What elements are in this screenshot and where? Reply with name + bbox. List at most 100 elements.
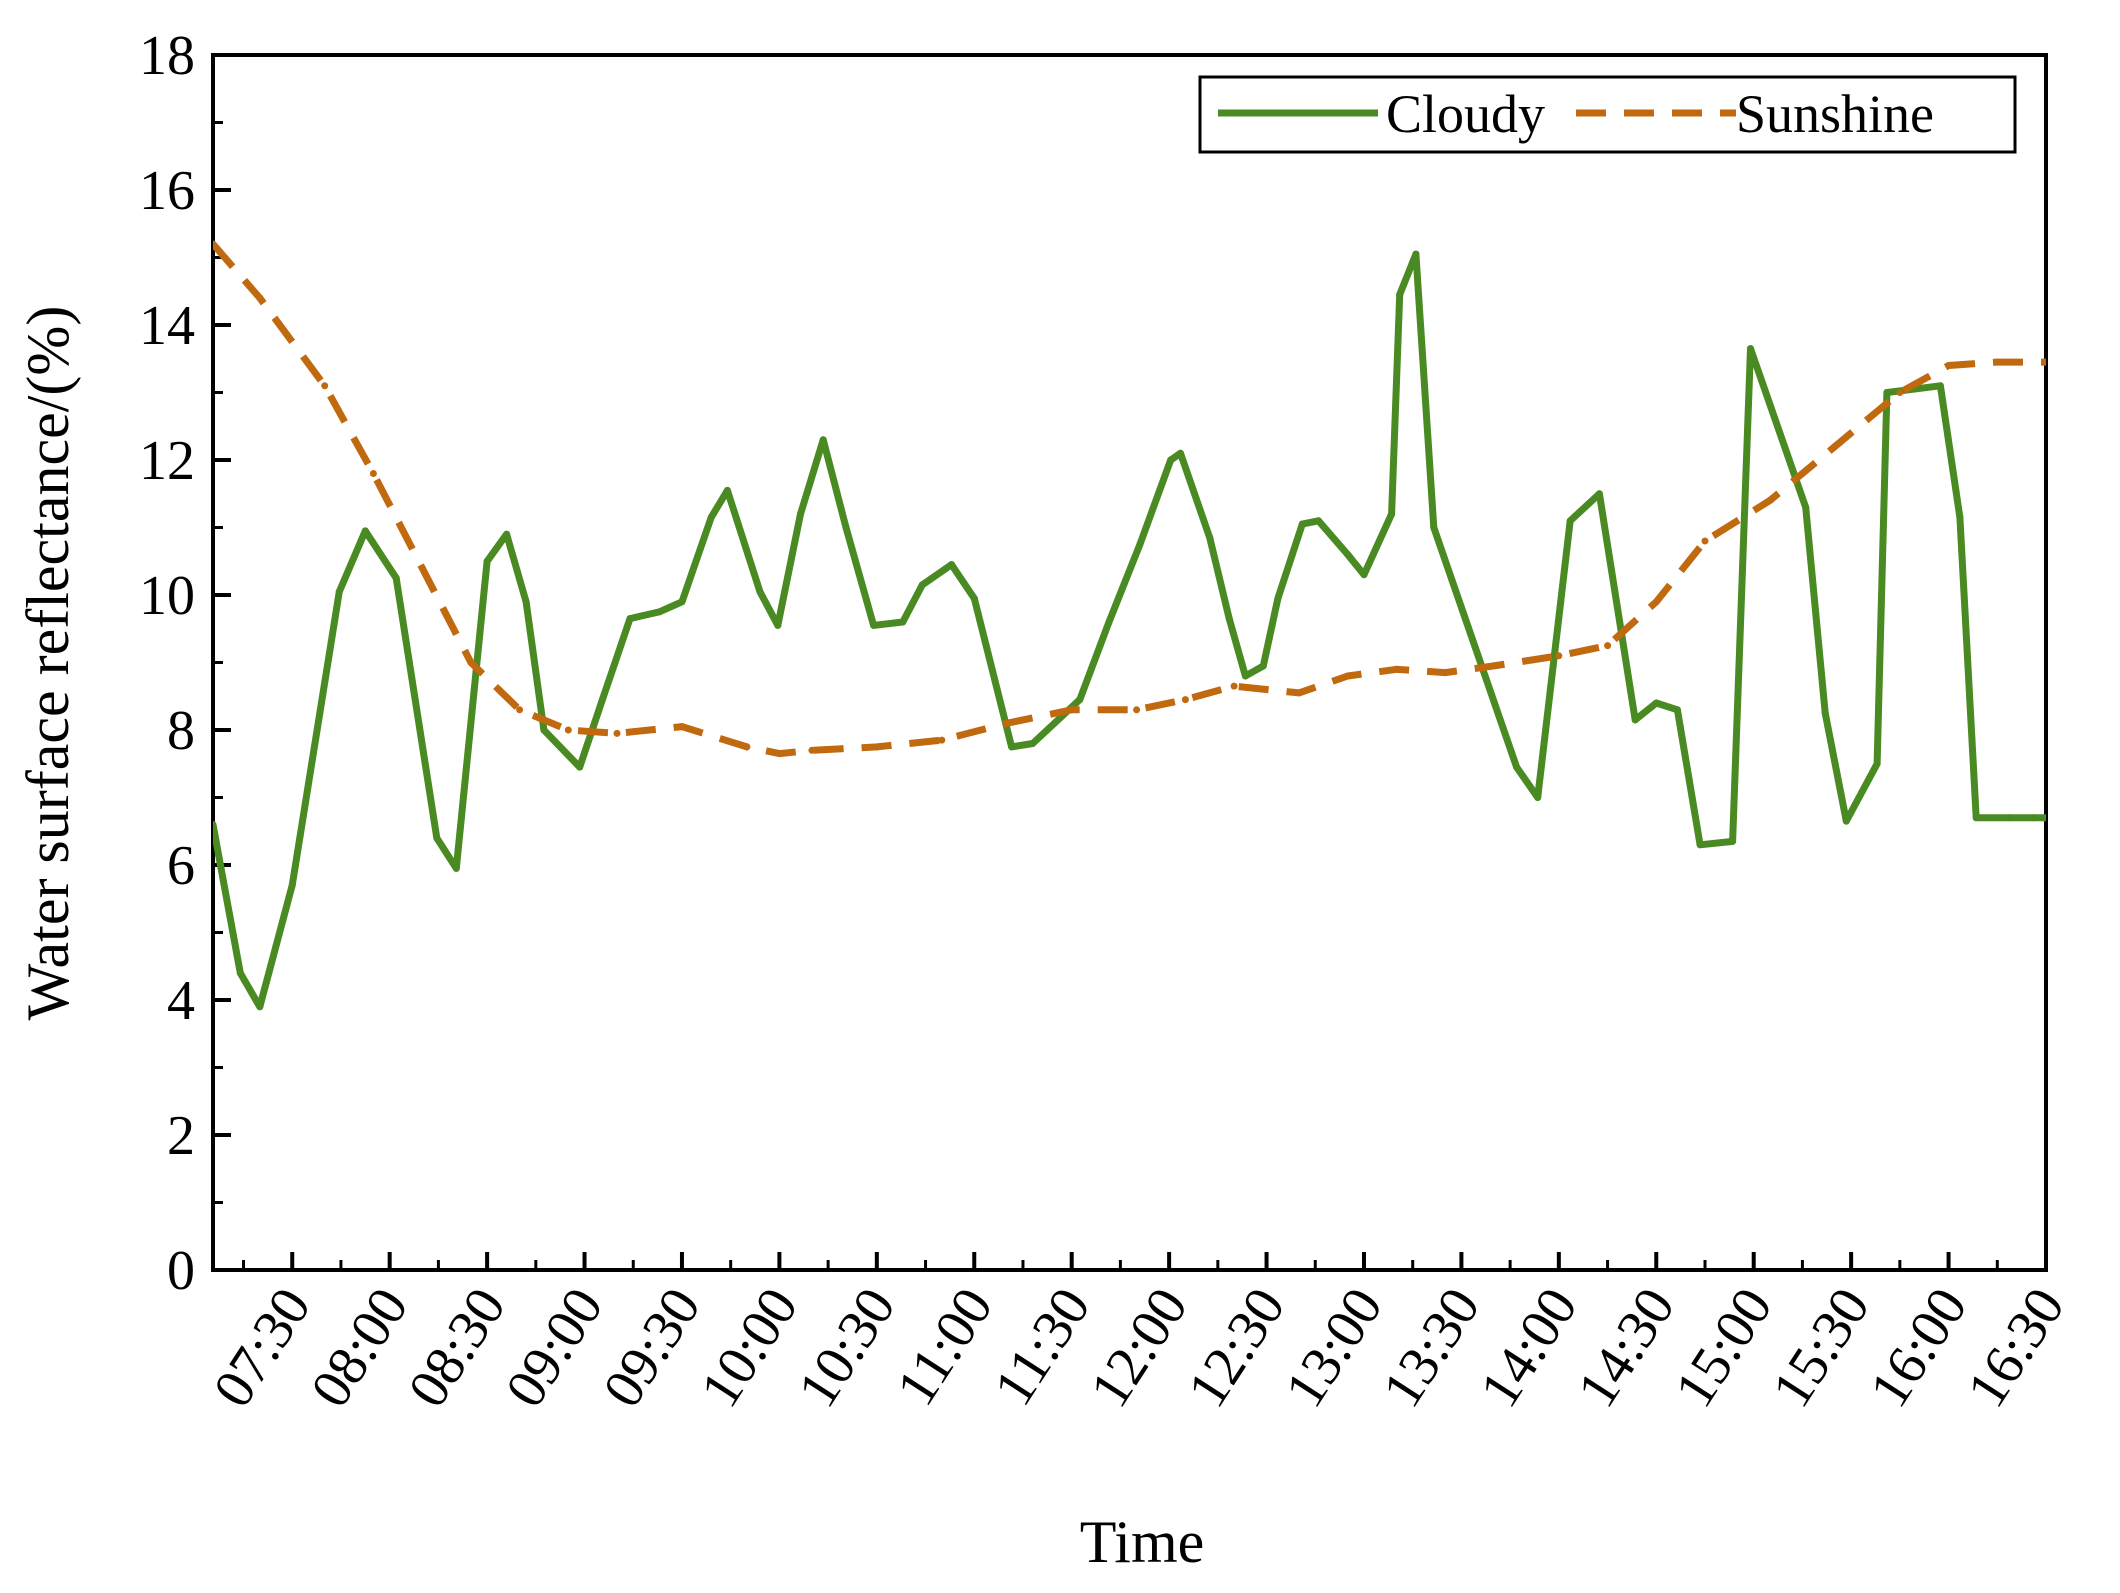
point-cloudy-15: [626, 615, 634, 623]
point-cloudy-69: [2029, 814, 2037, 822]
point-sunshine-17: [1133, 706, 1141, 714]
point-sunshine-2: [321, 382, 329, 390]
point-cloudy-32: [1076, 696, 1084, 704]
x-tick-label-12:30: 12:30: [1176, 1277, 1297, 1418]
x-tick-label-07:30: 07:30: [202, 1277, 323, 1418]
y-tick-label-2: 2: [167, 1105, 195, 1167]
point-sunshine-25: [1555, 652, 1563, 660]
point-cloudy-38: [1225, 615, 1233, 623]
point-cloudy-19: [723, 486, 731, 494]
point-cloudy-8: [452, 864, 460, 872]
point-sunshine-24: [1490, 662, 1498, 670]
point-cloudy-36: [1177, 449, 1184, 457]
point-sunshine-33: [1993, 358, 2001, 366]
point-sunshine-1: [256, 294, 264, 302]
point-cloudy-21: [774, 621, 782, 629]
point-cloudy-53: [1595, 490, 1603, 498]
point-cloudy-31: [1029, 740, 1037, 747]
x-tick-label-08:30: 08:30: [397, 1277, 518, 1418]
point-sunshine-32: [1945, 362, 1953, 369]
point-sunshine-6: [516, 706, 524, 714]
point-cloudy-2: [256, 1003, 264, 1011]
point-sunshine-28: [1701, 537, 1709, 545]
point-cloudy-16: [655, 608, 663, 616]
y-tick-label-12: 12: [139, 430, 195, 492]
x-tick-label-13:30: 13:30: [1371, 1277, 1492, 1418]
minor-ticks: [213, 121, 1999, 1270]
point-sunshine-3: [369, 470, 377, 477]
point-sunshine-26: [1604, 642, 1612, 650]
point-cloudy-51: [1534, 794, 1542, 801]
point-sunshine-18: [1181, 696, 1189, 704]
point-cloudy-6: [392, 574, 400, 582]
x-axis: 07:3008:0008:3009:0009:3010:0010:3011:00…: [202, 1252, 2077, 1418]
point-sunshine-13: [873, 743, 881, 751]
point-cloudy-5: [361, 527, 369, 535]
point-cloudy-12: [540, 726, 548, 734]
legend-label-sunshine: Sunshine: [1736, 84, 1934, 144]
point-cloudy-70: [2042, 814, 2046, 822]
x-tick-label-11:00: 11:00: [885, 1277, 1005, 1416]
point-sunshine-19: [1230, 682, 1238, 690]
x-tick-label-15:30: 15:30: [1761, 1277, 1882, 1418]
point-cloudy-52: [1566, 517, 1574, 525]
point-cloudy-17: [678, 598, 686, 606]
point-sunshine-5: [467, 659, 475, 666]
point-cloudy-48: [1412, 250, 1420, 258]
point-cloudy-62: [1842, 817, 1850, 825]
point-sunshine-14: [938, 736, 946, 744]
series-line-sunshine: [213, 241, 2046, 758]
point-cloudy-4: [335, 588, 343, 596]
x-tick-label-10:00: 10:00: [689, 1277, 810, 1418]
x-tick-label-14:00: 14:00: [1468, 1277, 1589, 1418]
point-cloudy-65: [1936, 382, 1944, 390]
point-cloudy-40: [1259, 662, 1267, 670]
y-tick-label-4: 4: [167, 970, 195, 1032]
point-cloudy-10: [503, 530, 511, 538]
point-cloudy-55: [1652, 699, 1660, 707]
y-tick-label-14: 14: [139, 295, 195, 357]
point-cloudy-41: [1274, 594, 1282, 602]
point-cloudy-29: [970, 594, 978, 602]
point-cloudy-9: [483, 557, 491, 565]
point-cloudy-49: [1430, 524, 1438, 531]
x-tick-label-16:00: 16:00: [1858, 1277, 1979, 1418]
series-sunshine: [213, 240, 2046, 758]
point-sunshine-20: [1295, 689, 1303, 697]
point-cloudy-43: [1315, 517, 1322, 525]
series-cloudy: [213, 250, 2046, 1011]
y-tick-label-18: 18: [139, 25, 195, 87]
point-sunshine-12: [808, 746, 816, 754]
y-tick-label-10: 10: [139, 565, 195, 627]
point-sunshine-7: [564, 726, 572, 734]
point-cloudy-14: [598, 696, 606, 704]
point-cloudy-37: [1206, 534, 1214, 542]
x-tick-label-12:00: 12:00: [1079, 1277, 1200, 1418]
point-cloudy-3: [288, 881, 296, 889]
x-axis-title: Time: [1080, 1509, 1205, 1575]
x-tick-label-14:30: 14:30: [1566, 1277, 1687, 1418]
point-cloudy-67: [1972, 814, 1980, 822]
point-cloudy-33: [1105, 618, 1113, 626]
point-sunshine-34: [2042, 358, 2046, 366]
point-sunshine-31: [1896, 389, 1904, 396]
point-cloudy-11: [522, 598, 530, 606]
point-cloudy-60: [1802, 503, 1810, 511]
point-cloudy-35: [1167, 456, 1175, 464]
point-cloudy-58: [1729, 837, 1737, 845]
point-cloudy-44: [1344, 551, 1352, 558]
point-sunshine-8: [613, 729, 621, 737]
x-tick-label-09:00: 09:00: [494, 1277, 615, 1418]
point-cloudy-34: [1136, 540, 1144, 548]
y-axis-title: Water surface reflectance/(%): [15, 306, 81, 1021]
point-cloudy-59: [1747, 345, 1754, 353]
point-cloudy-39: [1241, 672, 1249, 680]
point-cloudy-56: [1673, 706, 1681, 714]
legend-label-cloudy: Cloudy: [1386, 84, 1545, 144]
point-sunshine-21: [1344, 672, 1352, 680]
point-cloudy-0: [213, 821, 217, 828]
point-cloudy-64: [1883, 389, 1891, 396]
point-sunshine-4: [418, 564, 426, 572]
point-cloudy-61: [1821, 709, 1829, 717]
